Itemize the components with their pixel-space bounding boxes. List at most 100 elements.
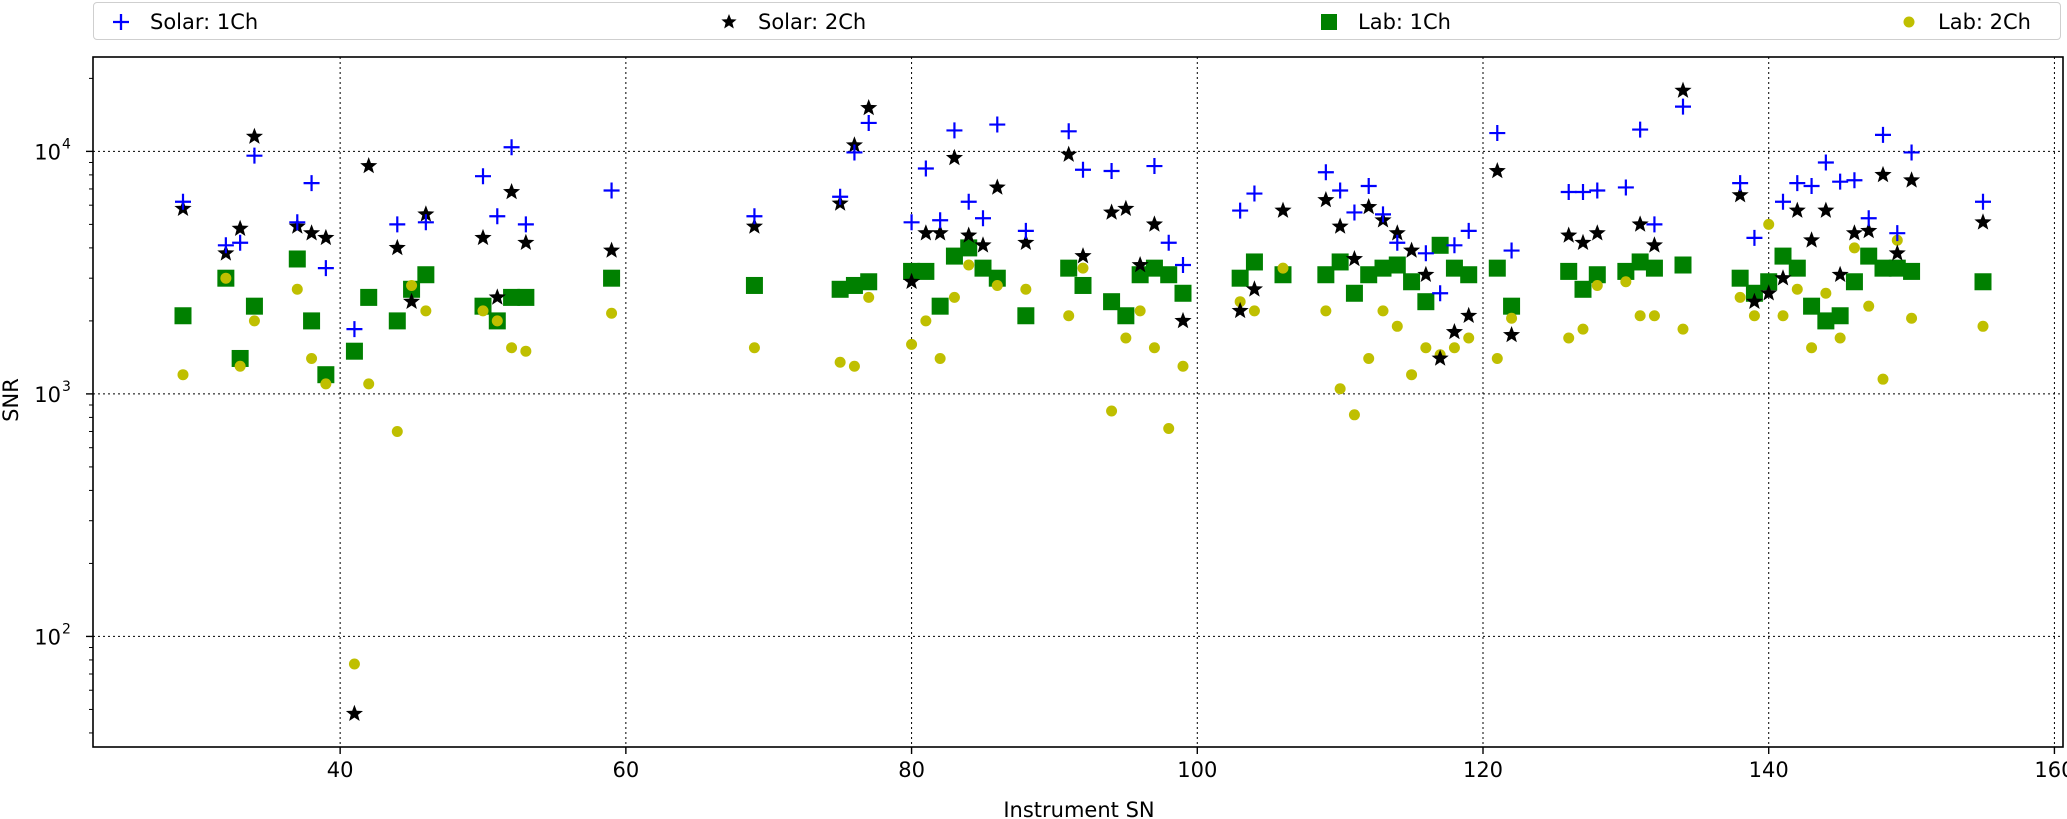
data-point-lab-1ch (1245, 253, 1263, 271)
data-point-lab-2ch (1234, 296, 1246, 308)
data-point-lab-1ch (174, 307, 192, 325)
data-point-solar-2ch (1417, 265, 1435, 282)
data-point-solar-1ch (1175, 257, 1191, 274)
data-point-solar-1ch (1846, 172, 1863, 189)
legend: Solar: 1Ch Solar: 2Ch Lab: 1Ch Lab: 2Ch (93, 2, 2061, 40)
data-point-solar-1ch (1675, 98, 1691, 115)
data-point-lab-1ch (1860, 247, 1878, 265)
star-marker-icon (721, 14, 737, 29)
data-point-lab-2ch (1748, 310, 1760, 322)
x-tick-label: 160 (2034, 758, 2067, 782)
data-point-lab-2ch (363, 378, 375, 390)
data-point-lab-1ch (417, 266, 435, 284)
data-point-lab-2ch (1677, 323, 1689, 335)
data-point-solar-1ch (946, 122, 963, 139)
data-point-solar-1ch (846, 144, 863, 161)
data-point-solar-2ch (1331, 217, 1349, 234)
legend-label: Lab: 1Ch (1358, 10, 1451, 34)
data-point-lab-2ch (748, 342, 760, 354)
data-point-solar-2ch (1645, 236, 1663, 253)
data-point-solar-1ch (289, 214, 306, 231)
data-point-solar-2ch (1488, 162, 1506, 179)
data-point-lab-2ch (1906, 312, 1918, 324)
data-point-solar-2ch (903, 272, 921, 289)
data-point-solar-1ch (975, 210, 991, 227)
data-point-lab-2ch (1020, 283, 1032, 295)
data-point-solar-2ch (1403, 241, 1421, 258)
data-point-lab-2ch (1106, 405, 1118, 417)
data-point-solar-1ch (932, 212, 949, 229)
data-point-lab-1ch (1417, 293, 1435, 311)
data-point-lab-2ch (1448, 342, 1460, 354)
data-point-lab-2ch (1163, 423, 1175, 435)
data-point-lab-2ch (920, 315, 932, 327)
data-points (174, 81, 1992, 721)
data-point-lab-1ch (974, 259, 992, 277)
data-point-lab-2ch (1120, 332, 1132, 344)
data-point-lab-2ch (1620, 276, 1632, 288)
data-point-solar-2ch (845, 136, 863, 153)
data-point-solar-1ch (1889, 225, 1906, 242)
data-point-lab-1ch (1060, 259, 1078, 277)
data-point-lab-1ch (603, 269, 621, 287)
data-point-lab-1ch (1017, 307, 1035, 325)
data-point-lab-2ch (1648, 310, 1660, 322)
data-point-lab-1ch (245, 297, 263, 315)
data-point-solar-1ch (1317, 164, 1334, 181)
data-point-lab-1ch (1103, 293, 1121, 311)
data-point-lab-1ch (1445, 259, 1463, 277)
data-point-solar-1ch (1346, 204, 1363, 221)
data-point-solar-1ch (1560, 184, 1577, 201)
data-point-solar-2ch (1145, 215, 1163, 232)
x-tick-label: 60 (612, 758, 639, 782)
data-point-solar-2ch (1360, 198, 1378, 215)
data-point-lab-2ch (1348, 409, 1360, 421)
circle-marker-icon (1903, 16, 1915, 28)
data-point-solar-2ch (1845, 224, 1863, 241)
data-point-lab-2ch (1377, 305, 1389, 317)
data-point-solar-2ch (1074, 247, 1092, 264)
data-point-solar-2ch (1503, 326, 1521, 343)
data-point-solar-2ch (1860, 221, 1878, 239)
data-point-solar-1ch (917, 160, 934, 177)
data-point-lab-2ch (1077, 262, 1089, 274)
data-point-lab-2ch (320, 378, 332, 390)
data-point-solar-2ch (603, 241, 621, 258)
data-point-solar-2ch (1274, 201, 1292, 218)
data-point-solar-2ch (945, 148, 963, 166)
data-point-solar-2ch (1060, 145, 1078, 162)
data-point-lab-1ch (1503, 297, 1521, 315)
data-point-lab-2ch (406, 279, 418, 291)
data-point-solar-2ch (1745, 292, 1763, 309)
data-point-solar-2ch (745, 217, 763, 234)
data-point-lab-1ch (1903, 262, 1921, 280)
data-point-lab-1ch (503, 288, 521, 306)
data-point-solar-2ch (1560, 226, 1578, 243)
data-point-lab-1ch (517, 288, 535, 306)
data-point-solar-2ch (1431, 349, 1449, 366)
square-marker-icon (1321, 14, 1337, 30)
data-point-solar-1ch (1103, 163, 1120, 180)
data-point-solar-1ch (603, 182, 620, 199)
data-point-solar-2ch (231, 219, 249, 236)
data-point-lab-1ch (1831, 307, 1849, 325)
data-point-solar-1ch (1646, 216, 1663, 233)
data-point-solar-2ch (1874, 165, 1892, 183)
data-point-solar-2ch (1345, 250, 1363, 267)
data-point-solar-2ch (517, 233, 535, 250)
data-point-lab-2ch (234, 360, 246, 372)
data-point-lab-1ch (1388, 256, 1406, 274)
data-point-solar-2ch (1788, 201, 1806, 218)
data-point-lab-2ch (491, 315, 503, 327)
data-point-solar-1ch (1746, 229, 1763, 246)
data-point-solar-2ch (417, 205, 435, 222)
data-point-lab-2ch (420, 305, 432, 317)
data-point-solar-1ch (1360, 177, 1377, 194)
data-point-lab-1ch (903, 262, 921, 280)
y-axis-label: SNR (0, 378, 23, 422)
data-point-lab-2ch (848, 360, 860, 372)
data-point-solar-2ch (1888, 244, 1906, 261)
data-point-lab-1ch (1817, 312, 1835, 330)
data-point-solar-2ch (1731, 186, 1749, 203)
